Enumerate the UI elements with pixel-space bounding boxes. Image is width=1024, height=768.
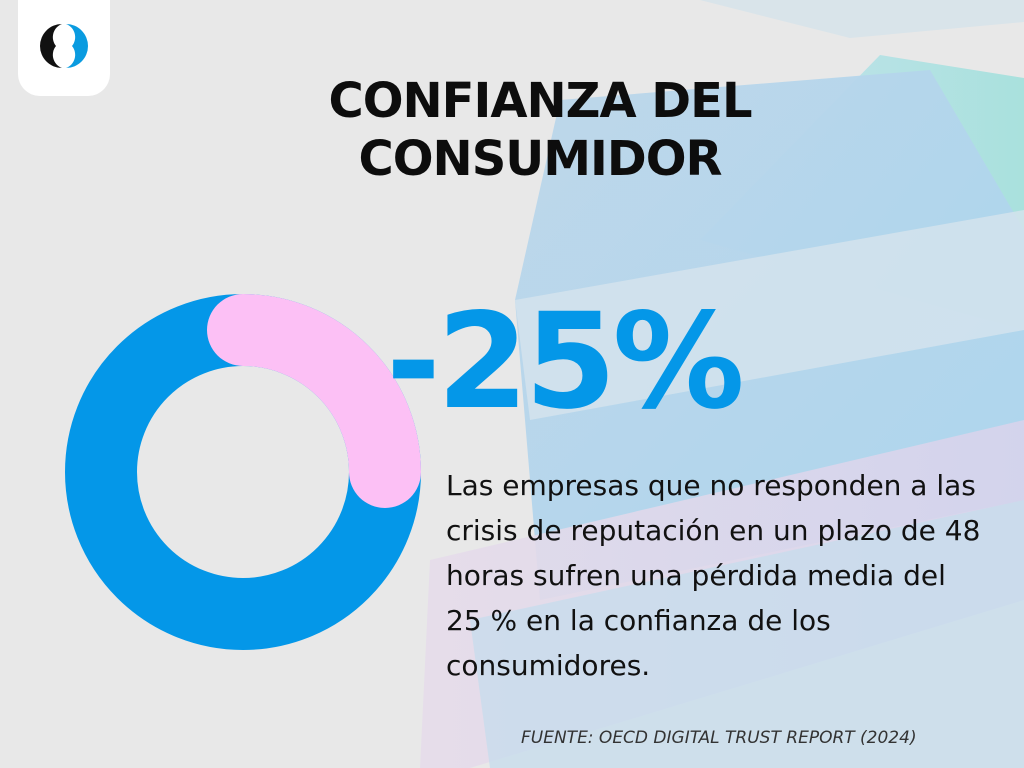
brand-logo-icon [40, 22, 88, 70]
source-citation: FUENTE: OECD DIGITAL TRUST REPORT (2024) [521, 728, 917, 748]
description-text: Las empresas que no responden a las cris… [446, 469, 981, 682]
donut-slice-highlight [207, 294, 421, 508]
big-percentage-label: -25% [386, 285, 741, 439]
page-title: CONFIANZA DEL CONSUMIDOR [328, 73, 752, 187]
donut-slices [65, 294, 421, 650]
bg-shape-top-stripe [700, 0, 1024, 38]
bg-shape-light-band [515, 210, 1024, 420]
bg-shape-lower-blue [470, 500, 1024, 768]
logo-tile [18, 0, 110, 96]
